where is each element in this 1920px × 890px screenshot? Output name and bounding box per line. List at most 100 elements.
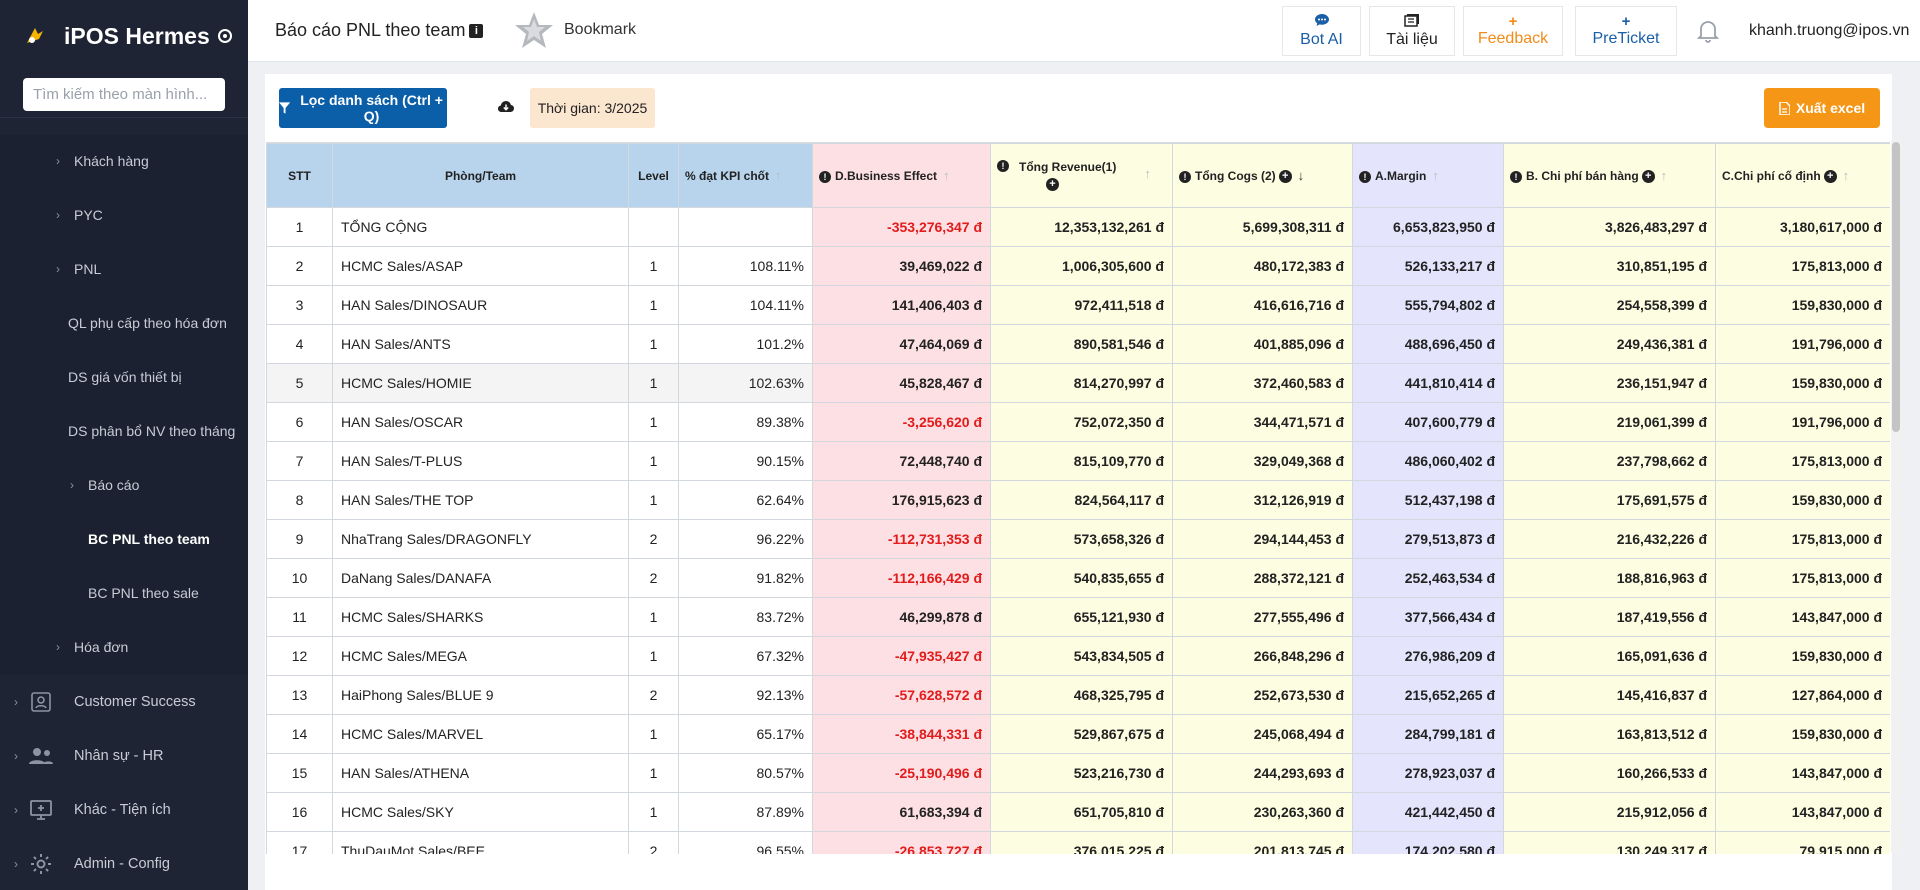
plus-icon: + bbox=[1508, 13, 1518, 30]
table-row[interactable]: 9 NhaTrang Sales/DRAGONFLY 2 96.22% -112,731… bbox=[266, 519, 1890, 559]
cell-revenue: 890,581,546 đ bbox=[990, 324, 1173, 364]
expand-plus-icon[interactable]: + bbox=[1823, 170, 1837, 184]
sidebar-item-bc-pnl-sale[interactable]: BC PNL theo sale bbox=[0, 573, 248, 613]
filter-list-button[interactable]: Lọc danh sách (Ctrl + Q) bbox=[279, 88, 447, 128]
table-row[interactable]: 13 HaiPhong Sales/BLUE 9 2 92.13% -57,628,57… bbox=[266, 675, 1890, 715]
table-scrollbar[interactable] bbox=[1891, 140, 1901, 852]
sidebar-item-khach-hang[interactable]: › Khách hàng bbox=[0, 141, 248, 181]
cell-team: HAN Sales/ATHENA bbox=[332, 753, 629, 793]
info-icon[interactable]: ! bbox=[819, 170, 831, 183]
user-email[interactable]: khanh.truong@ipos.vn bbox=[1749, 22, 1910, 39]
sidebar-item-ds-phan-bo[interactable]: DS phân bổ NV theo tháng bbox=[0, 411, 248, 451]
info-icon[interactable]: ! bbox=[1179, 170, 1191, 183]
sort-up-icon[interactable]: ↑ bbox=[1660, 167, 1668, 183]
sidebar-item-admin[interactable]: › Admin - Config bbox=[0, 837, 248, 890]
cell-margin: 377,566,434 đ bbox=[1352, 597, 1504, 637]
preticket-button[interactable]: + PreTicket bbox=[1575, 6, 1677, 56]
table-row[interactable]: 7 HAN Sales/T-PLUS 1 90.15% 72,448,740 đ 815,… bbox=[266, 441, 1890, 481]
expand-plus-icon[interactable]: + bbox=[1046, 177, 1059, 191]
table-row[interactable]: 16 HCMC Sales/SKY 1 87.89% 61,683,394 đ 651,7… bbox=[266, 792, 1890, 832]
sidebar-item-ds-gia-von[interactable]: DS giá vốn thiết bị bbox=[0, 357, 248, 397]
cloud-download-icon[interactable] bbox=[497, 98, 515, 116]
sidebar-item-customer-success[interactable]: › Customer Success bbox=[0, 675, 248, 729]
bot-ai-button[interactable]: Bot AI bbox=[1282, 6, 1361, 56]
sort-down-icon[interactable]: ↓ bbox=[1297, 167, 1305, 183]
table-row[interactable]: 8 HAN Sales/THE TOP 1 62.64% 176,915,623 đ 82… bbox=[266, 480, 1890, 520]
table-row[interactable]: 1 TỔNG CỘNG -353,276,347 đ 12,353,132,261 đ… bbox=[266, 207, 1890, 247]
info-icon[interactable]: ! bbox=[997, 160, 1009, 173]
sidebar-item-label: BC PNL theo team bbox=[88, 531, 210, 547]
expand-plus-icon[interactable]: + bbox=[1641, 170, 1655, 184]
cell-b-cost: 130,249,317 đ bbox=[1503, 831, 1716, 854]
sidebar-item-ql-phu-cap[interactable]: QL phụ cấp theo hóa đơn bbox=[0, 303, 248, 343]
col-header-cogs[interactable]: ! Tổng Cogs (2) + ↓ bbox=[1172, 143, 1353, 208]
table-row[interactable]: 4 HAN Sales/ANTS 1 101.2% 47,464,069 đ 890,58… bbox=[266, 324, 1890, 364]
table-row[interactable]: 11 HCMC Sales/SHARKS 1 83.72% 46,299,878 đ 65… bbox=[266, 597, 1890, 637]
chevron-right-icon: › bbox=[14, 857, 18, 871]
cell-cogs: 244,293,693 đ bbox=[1172, 753, 1353, 793]
sort-up-icon[interactable]: ↑ bbox=[1144, 166, 1151, 182]
scroll-thumb[interactable] bbox=[1892, 142, 1900, 432]
cell-kpi: 65.17% bbox=[678, 714, 813, 754]
cell-kpi: 96.22% bbox=[678, 519, 813, 559]
cell-b-cost: 215,912,056 đ bbox=[1503, 792, 1716, 832]
table-row[interactable]: 6 HAN Sales/OSCAR 1 89.38% -3,256,620 đ 752,0… bbox=[266, 402, 1890, 442]
cell-revenue: 12,353,132,261 đ bbox=[990, 207, 1173, 247]
table-row[interactable]: 3 HAN Sales/DINOSAUR 1 104.11% 141,406,403 đ… bbox=[266, 285, 1890, 325]
table-row[interactable]: 5 HCMC Sales/HOMIE 1 102.63% 45,828,467 đ 814… bbox=[266, 363, 1890, 403]
col-header-b-cost[interactable]: ! B. Chi phí bán hàng + ↑ bbox=[1503, 143, 1716, 208]
cell-team: HCMC Sales/ASAP bbox=[332, 246, 629, 286]
col-header-kpi[interactable]: % đạt KPI chốt ↑ bbox=[678, 143, 813, 208]
info-icon[interactable]: ! bbox=[1359, 170, 1371, 183]
cell-margin: 284,799,181 đ bbox=[1352, 714, 1504, 754]
cell-business-effect: -112,731,353 đ bbox=[812, 519, 991, 559]
cell-stt: 5 bbox=[266, 363, 333, 403]
col-header-stt[interactable]: STT bbox=[266, 143, 333, 208]
tai-lieu-button[interactable]: Tài liệu bbox=[1369, 6, 1455, 56]
cell-b-cost: 219,061,399 đ bbox=[1503, 402, 1716, 442]
bookmark-star-icon[interactable] bbox=[513, 10, 555, 52]
search-input[interactable] bbox=[23, 78, 225, 111]
cell-level: 1 bbox=[628, 246, 679, 286]
bookmark-label[interactable]: Bookmark bbox=[564, 21, 637, 38]
table-row[interactable]: 12 HCMC Sales/MEGA 1 67.32% -47,935,427 đ 543… bbox=[266, 636, 1890, 676]
expand-plus-icon[interactable]: + bbox=[1278, 170, 1292, 184]
sidebar-item-hoa-don[interactable]: › Hóa đơn bbox=[0, 627, 248, 667]
sidebar-item-bao-cao[interactable]: › Báo cáo bbox=[0, 465, 248, 505]
feedback-button[interactable]: + Feedback bbox=[1463, 6, 1563, 56]
col-header-business-effect[interactable]: ! D.Business Effect ↑ bbox=[812, 143, 991, 208]
table-row[interactable]: 2 HCMC Sales/ASAP 1 108.11% 39,469,022 đ 1,00… bbox=[266, 246, 1890, 286]
col-header-revenue[interactable]: ! Tổng Revenue(1) + ↑ bbox=[990, 143, 1173, 208]
sidebar-item-pyc[interactable]: › PYC bbox=[0, 195, 248, 235]
info-icon[interactable]: i bbox=[469, 24, 484, 39]
col-header-level[interactable]: Level bbox=[628, 143, 679, 208]
cell-cogs: 329,049,368 đ bbox=[1172, 441, 1353, 481]
sidebar-item-khac[interactable]: › Khác - Tiện ích bbox=[0, 783, 248, 837]
col-header-margin[interactable]: ! A.Margin ↑ bbox=[1352, 143, 1504, 208]
sort-up-icon[interactable]: ↑ bbox=[943, 168, 950, 183]
cell-c-cost: 175,813,000 đ bbox=[1715, 558, 1890, 598]
sidebar-item-hr[interactable]: › Nhân sự - HR bbox=[0, 729, 248, 783]
cell-b-cost: 188,816,963 đ bbox=[1503, 558, 1716, 598]
table-row[interactable]: 15 HAN Sales/ATHENA 1 80.57% -25,190,496 đ 52… bbox=[266, 753, 1890, 793]
col-header-c-cost[interactable]: C.Chi phí cố định + ↑ bbox=[1715, 143, 1890, 208]
sort-up-icon[interactable]: ↑ bbox=[775, 168, 782, 183]
cell-kpi: 102.63% bbox=[678, 363, 813, 403]
cell-team: HCMC Sales/SHARKS bbox=[332, 597, 629, 637]
brand[interactable]: iPOS Hermes bbox=[0, 0, 248, 72]
cell-team: TỔNG CỘNG bbox=[332, 207, 629, 247]
table-row[interactable]: 17 ThuDauMot Sales/BEE 2 96.55% -26,853,727 … bbox=[266, 831, 1890, 854]
col-header-team[interactable]: Phòng/Team bbox=[332, 143, 629, 208]
sort-up-icon[interactable]: ↑ bbox=[1432, 168, 1439, 183]
info-icon[interactable]: ! bbox=[1510, 170, 1522, 183]
brand-toggle-icon[interactable] bbox=[217, 29, 232, 43]
table-row[interactable]: 10 DaNang Sales/DANAFA 2 91.82% -112,166,429… bbox=[266, 558, 1890, 598]
export-excel-button[interactable]: Xuất excel bbox=[1764, 88, 1880, 128]
bell-icon[interactable] bbox=[1695, 18, 1721, 44]
people-icon bbox=[28, 743, 54, 769]
time-period-chip[interactable]: Thời gian: 3/2025 bbox=[530, 88, 655, 128]
sidebar-item-pnl[interactable]: › PNL bbox=[0, 249, 248, 289]
sidebar-item-bc-pnl-team[interactable]: BC PNL theo team bbox=[0, 519, 248, 559]
sort-up-icon[interactable]: ↑ bbox=[1842, 167, 1850, 183]
